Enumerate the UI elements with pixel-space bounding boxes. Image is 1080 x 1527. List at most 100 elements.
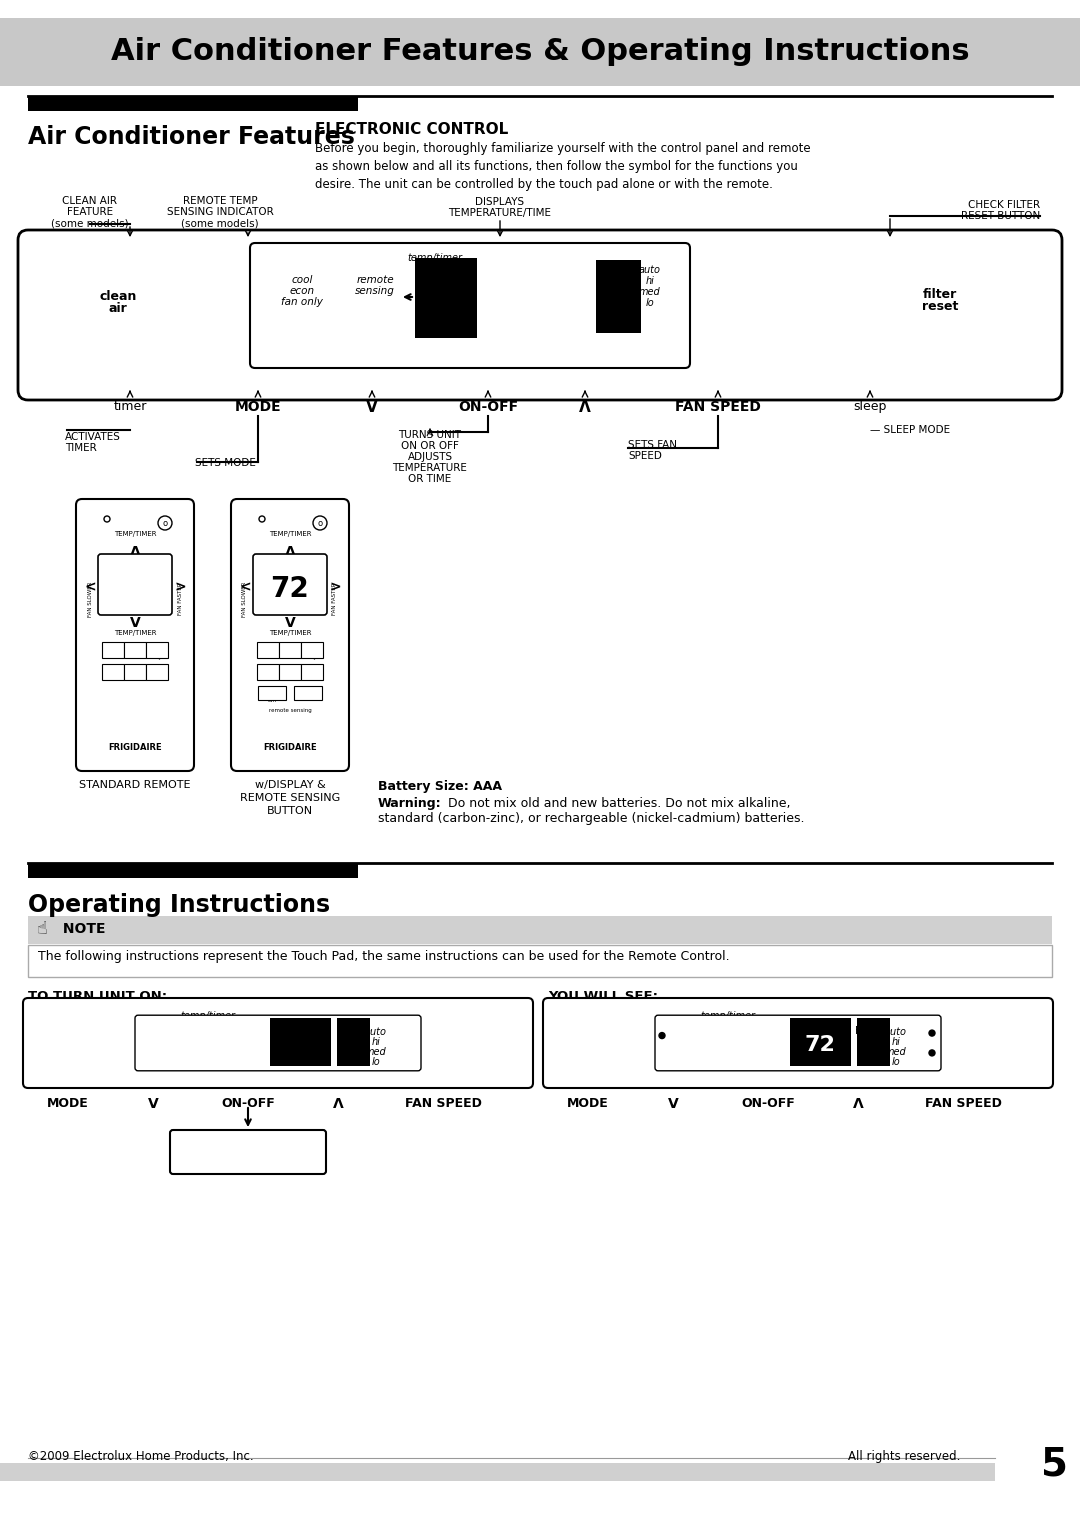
- Text: lo: lo: [372, 1057, 380, 1067]
- Bar: [124, 664, 146, 680]
- Text: RESET BUTTON: RESET BUTTON: [961, 211, 1040, 221]
- Text: SETS FAN: SETS FAN: [627, 440, 677, 450]
- Text: Λ: Λ: [333, 1096, 343, 1112]
- Text: FAN SPEED: FAN SPEED: [675, 400, 761, 414]
- Bar: [279, 664, 301, 680]
- FancyBboxPatch shape: [543, 999, 1053, 1089]
- Circle shape: [929, 1051, 935, 1055]
- Text: fan only: fan only: [677, 1055, 717, 1064]
- Text: 72: 72: [271, 576, 309, 603]
- Text: med: med: [639, 287, 661, 296]
- Bar: [856, 1019, 890, 1066]
- Circle shape: [313, 516, 327, 530]
- Text: cool: cool: [262, 649, 273, 655]
- Text: temp/timer: temp/timer: [180, 1011, 235, 1022]
- Text: TEMP/TIMER: TEMP/TIMER: [113, 631, 157, 637]
- Text: ☝: ☝: [37, 919, 48, 938]
- Text: fan only: fan only: [281, 296, 323, 307]
- Text: energy: energy: [281, 649, 299, 655]
- Text: ACTIVATES: ACTIVATES: [65, 432, 121, 441]
- Text: Before you begin, thoroughly familiarize yourself with the control panel and rem: Before you begin, thoroughly familiarize…: [315, 142, 811, 191]
- Text: BUTTON: BUTTON: [267, 806, 313, 815]
- Text: fan: fan: [268, 698, 276, 702]
- Text: Air Conditioner Features: Air Conditioner Features: [28, 125, 355, 150]
- Text: CHECK FILTER: CHECK FILTER: [968, 200, 1040, 211]
- Text: FAN SLOWER: FAN SLOWER: [87, 582, 93, 617]
- FancyBboxPatch shape: [249, 243, 690, 368]
- Text: SENSING INDICATOR: SENSING INDICATOR: [166, 208, 273, 217]
- Text: saver: saver: [282, 655, 298, 660]
- Text: auto: auto: [639, 266, 661, 275]
- FancyBboxPatch shape: [23, 999, 534, 1089]
- Bar: [124, 641, 146, 658]
- FancyBboxPatch shape: [18, 231, 1062, 400]
- Text: DO THIS:: DO THIS:: [217, 1145, 280, 1157]
- Bar: [301, 664, 323, 680]
- Text: ON OR OFF: ON OR OFF: [401, 441, 459, 450]
- Text: sleep: sleep: [106, 672, 120, 676]
- FancyBboxPatch shape: [170, 1130, 326, 1174]
- Text: YOU WILL SEE:: YOU WILL SEE:: [548, 989, 658, 1003]
- Text: fan only: fan only: [158, 1055, 197, 1064]
- Text: 5: 5: [1041, 1445, 1068, 1483]
- Text: cool: cool: [292, 275, 313, 286]
- Text: (some models): (some models): [51, 218, 129, 228]
- Text: saver: saver: [127, 655, 143, 660]
- Text: lo: lo: [892, 1057, 901, 1067]
- Text: remote: remote: [735, 1034, 771, 1043]
- Text: remote: remote: [356, 275, 394, 286]
- Text: FRIGIDAIRE: FRIGIDAIRE: [264, 744, 316, 751]
- Text: REMOTE TEMP: REMOTE TEMP: [183, 195, 257, 206]
- Text: 72: 72: [805, 1035, 836, 1055]
- Text: TEMP/TIMER: TEMP/TIMER: [269, 531, 311, 538]
- Text: FRIGIDAIRE: FRIGIDAIRE: [108, 744, 162, 751]
- FancyBboxPatch shape: [135, 1015, 421, 1070]
- Text: F: F: [855, 1026, 861, 1037]
- Text: auto: auto: [885, 1028, 907, 1037]
- Text: >: >: [174, 580, 186, 594]
- Text: hi: hi: [892, 1037, 901, 1048]
- Text: econ: econ: [289, 286, 314, 296]
- Bar: [28, 864, 357, 878]
- Text: REMOTE SENSING: REMOTE SENSING: [240, 793, 340, 803]
- Text: timer: timer: [150, 672, 164, 676]
- Bar: [28, 98, 357, 111]
- Text: w/DISPLAY &: w/DISPLAY &: [255, 780, 325, 789]
- Text: <: <: [84, 580, 96, 594]
- Text: sensing: sensing: [355, 286, 395, 296]
- Text: fan: fan: [131, 676, 139, 681]
- Text: Battery Size: AAA: Battery Size: AAA: [378, 780, 502, 793]
- Text: cool: cool: [687, 1034, 707, 1043]
- Text: remote: remote: [216, 1034, 251, 1043]
- Text: The following instructions represent the Touch Pad, the same instructions can be: The following instructions represent the…: [38, 950, 730, 964]
- Text: fan: fan: [285, 676, 295, 681]
- FancyBboxPatch shape: [231, 499, 349, 771]
- Text: reset: reset: [922, 299, 958, 313]
- Text: o: o: [162, 519, 167, 528]
- FancyBboxPatch shape: [253, 554, 327, 615]
- Text: MODE: MODE: [48, 1096, 89, 1110]
- Text: >: >: [329, 580, 341, 594]
- Text: air: air: [109, 302, 127, 315]
- Text: ADJUSTS: ADJUSTS: [407, 452, 453, 463]
- Circle shape: [659, 1032, 665, 1038]
- Bar: [28, 945, 1052, 977]
- Text: TO TURN UNIT ON:: TO TURN UNIT ON:: [28, 989, 167, 1003]
- Text: timer: timer: [113, 400, 147, 412]
- Bar: [0, 18, 1080, 86]
- Bar: [0, 1463, 995, 1481]
- Text: TEMP/TIMER: TEMP/TIMER: [113, 531, 157, 538]
- Circle shape: [259, 516, 265, 522]
- Text: med: med: [886, 1048, 907, 1057]
- Text: V: V: [285, 615, 295, 631]
- Text: NOTE: NOTE: [58, 922, 106, 936]
- Text: TURNS UNIT: TURNS UNIT: [399, 431, 461, 440]
- Bar: [102, 641, 124, 658]
- Text: start: start: [266, 693, 279, 698]
- Text: MODE: MODE: [234, 400, 281, 414]
- Text: TEMPERATURE: TEMPERATURE: [392, 463, 468, 473]
- Text: temp/timer: temp/timer: [407, 253, 462, 263]
- Bar: [257, 641, 279, 658]
- Text: sensing: sensing: [215, 1046, 252, 1057]
- Text: remote sensing: remote sensing: [269, 709, 311, 713]
